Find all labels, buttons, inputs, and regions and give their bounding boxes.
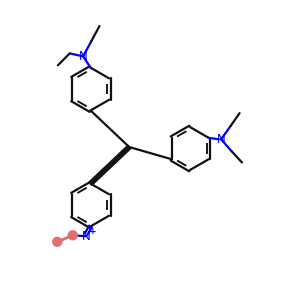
Text: N: N xyxy=(82,230,91,243)
Text: N: N xyxy=(79,50,88,63)
Circle shape xyxy=(53,237,62,246)
Text: +: + xyxy=(89,226,96,236)
Circle shape xyxy=(68,231,77,240)
Text: N: N xyxy=(217,133,226,146)
